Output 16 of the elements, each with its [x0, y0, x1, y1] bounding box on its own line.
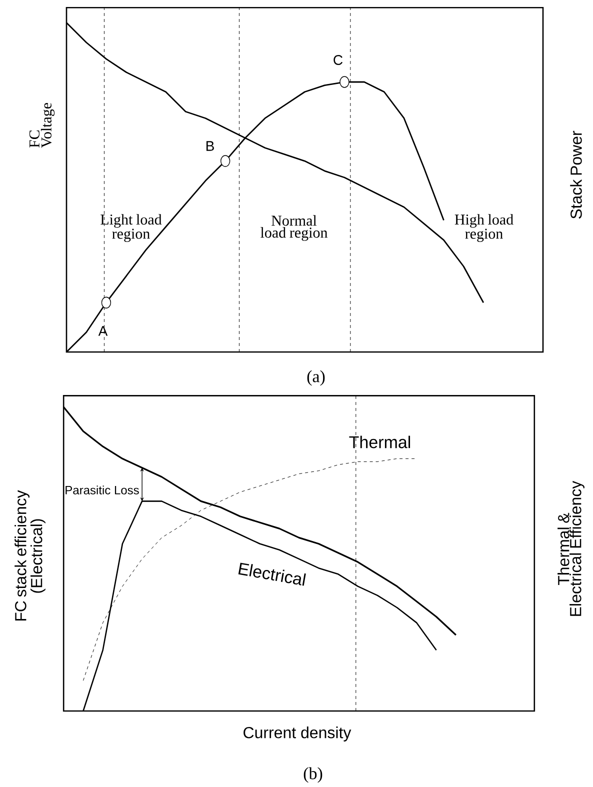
text: (a) — [307, 370, 325, 386]
annotation: Parasitic Loss — [66, 486, 139, 494]
y-axis-title: FC Voltage — [29, 102, 55, 148]
annotation: B — [206, 141, 214, 151]
text: Electrical — [238, 562, 306, 586]
series-label: Thermal — [349, 436, 410, 448]
annotation: A — [98, 326, 108, 336]
x-axis-title: Current density — [244, 726, 352, 742]
annotation: Normal load region — [260, 215, 328, 241]
y2-axis-title: Stack Power — [570, 130, 582, 219]
annotation: High load region — [454, 214, 514, 242]
annotation: Light load region — [100, 214, 162, 242]
y-axis-title: FC stack efficiency (Electrical) — [14, 490, 46, 621]
annotation: C — [334, 55, 343, 65]
text: (b) — [304, 767, 322, 783]
y2-axis-title: Thermal & Electrical Efficiency — [558, 480, 584, 616]
